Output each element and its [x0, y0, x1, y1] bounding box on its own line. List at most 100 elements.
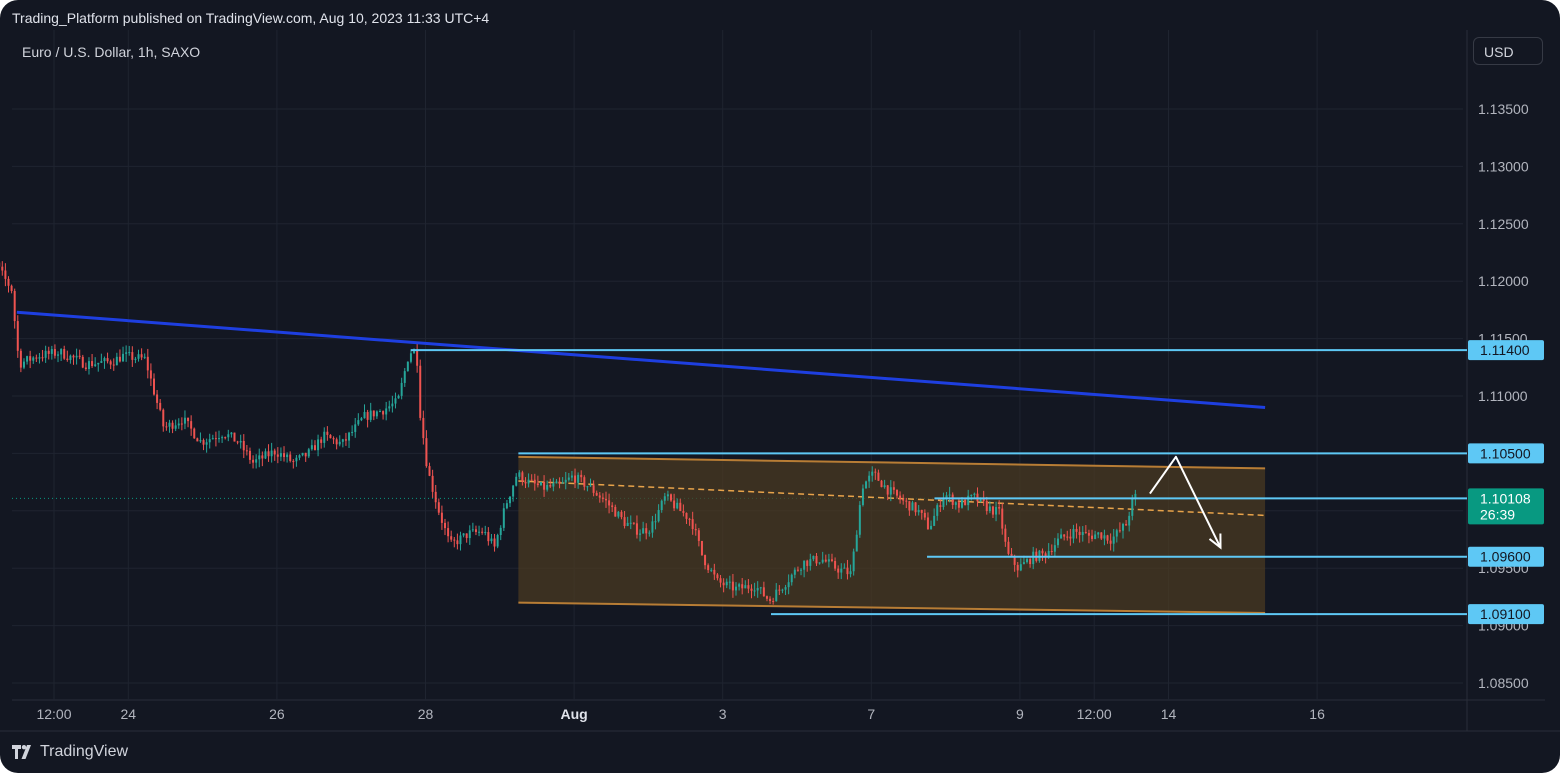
- candle-down: [608, 500, 611, 506]
- candle-down: [1, 266, 4, 271]
- candle-up: [570, 475, 573, 478]
- candle-down: [162, 409, 165, 427]
- candle-up: [512, 485, 515, 497]
- candle-up: [855, 534, 858, 552]
- candle-up: [378, 411, 381, 413]
- projection-arrow: [1149, 455, 1222, 548]
- candle-down: [611, 505, 614, 507]
- candle-down: [669, 494, 672, 501]
- candle-up: [1134, 493, 1137, 498]
- candle-up: [388, 406, 391, 409]
- channel-bottom-line: [518, 601, 1266, 614]
- candle-down: [713, 569, 716, 575]
- candle-up: [310, 445, 313, 450]
- candle-down: [964, 499, 967, 506]
- candle-down: [193, 428, 196, 439]
- candle-up: [230, 432, 233, 435]
- candle-up: [744, 585, 747, 589]
- candle-up: [827, 559, 830, 562]
- candle-up: [564, 479, 567, 483]
- x-tick-label: 3: [719, 706, 727, 722]
- candle-down: [815, 555, 818, 564]
- candle-up: [357, 420, 360, 425]
- candle-up: [122, 353, 125, 362]
- candle-up: [930, 525, 933, 530]
- candle-up: [759, 587, 762, 589]
- candle-down: [1063, 534, 1066, 537]
- candle-down: [187, 417, 190, 422]
- candle-down: [13, 290, 16, 322]
- candle-down: [796, 569, 799, 571]
- candle-down: [447, 528, 450, 537]
- tradingview-brand[interactable]: TradingView: [12, 742, 128, 762]
- candle-down: [156, 394, 159, 403]
- candle-up: [502, 508, 505, 528]
- candle-down: [614, 506, 617, 517]
- candle-up: [967, 495, 970, 506]
- y-tick-label: 1.12000: [1478, 273, 1529, 289]
- candle-down: [372, 410, 375, 417]
- candle-up: [103, 358, 106, 362]
- candle-down: [63, 349, 66, 359]
- candle-down: [419, 365, 422, 418]
- candle-up: [338, 441, 341, 445]
- candle-down: [886, 485, 889, 495]
- candle-up: [1072, 528, 1075, 539]
- candle-down: [1084, 532, 1087, 534]
- candle-down: [382, 411, 385, 415]
- candle-down: [1069, 536, 1072, 539]
- candle-up: [1112, 536, 1115, 544]
- candle-up: [954, 502, 957, 505]
- candle-down: [574, 475, 577, 483]
- candle-down: [131, 352, 134, 360]
- candle-down: [688, 518, 691, 520]
- candle-down: [233, 432, 236, 442]
- candle-up: [660, 500, 663, 511]
- candle-up: [784, 587, 787, 590]
- x-tick-label: Aug: [560, 706, 587, 722]
- candle-up: [286, 454, 289, 458]
- symbol-legend[interactable]: Euro / U.S. Dollar, 1h, SAXO: [22, 44, 201, 60]
- candle-down: [1004, 528, 1007, 542]
- candle-up: [973, 493, 976, 495]
- candle-down: [778, 589, 781, 591]
- price-level-badge: 1.11400: [1468, 340, 1544, 361]
- price-level-label: 1.09100: [1480, 606, 1531, 622]
- candle-down: [741, 584, 744, 589]
- candle-up: [134, 358, 137, 360]
- candle-down: [29, 356, 32, 361]
- candle-up: [852, 551, 855, 572]
- candle-down: [313, 445, 316, 451]
- candle-up: [555, 481, 558, 484]
- candle-up: [1097, 532, 1100, 535]
- candle-down: [846, 567, 849, 575]
- candle-up: [626, 522, 629, 526]
- candle-up: [710, 569, 713, 571]
- candle-up: [995, 507, 998, 515]
- candle-up: [1131, 497, 1134, 516]
- candle-down: [905, 500, 908, 502]
- x-tick-label: 24: [121, 706, 137, 722]
- candle-down: [47, 350, 50, 354]
- candle-down: [19, 350, 22, 368]
- candle-down: [731, 581, 734, 591]
- candle-up: [793, 569, 796, 575]
- candle-up: [279, 453, 282, 457]
- candle-up: [1026, 559, 1029, 563]
- candle-up: [586, 486, 589, 488]
- candle-down: [453, 539, 456, 541]
- candle-down: [679, 502, 682, 512]
- candle-down: [704, 555, 707, 566]
- candle-down: [998, 507, 1001, 509]
- candle-down: [35, 357, 38, 359]
- candle-down: [682, 511, 685, 513]
- candle-up: [137, 354, 140, 359]
- candle-down: [109, 361, 112, 365]
- candle-down: [880, 480, 883, 488]
- candle-down: [1100, 532, 1103, 539]
- currency-button[interactable]: USD: [1473, 37, 1543, 65]
- candle-up: [865, 481, 868, 489]
- candle-up: [942, 497, 945, 508]
- candle-down: [1010, 553, 1013, 556]
